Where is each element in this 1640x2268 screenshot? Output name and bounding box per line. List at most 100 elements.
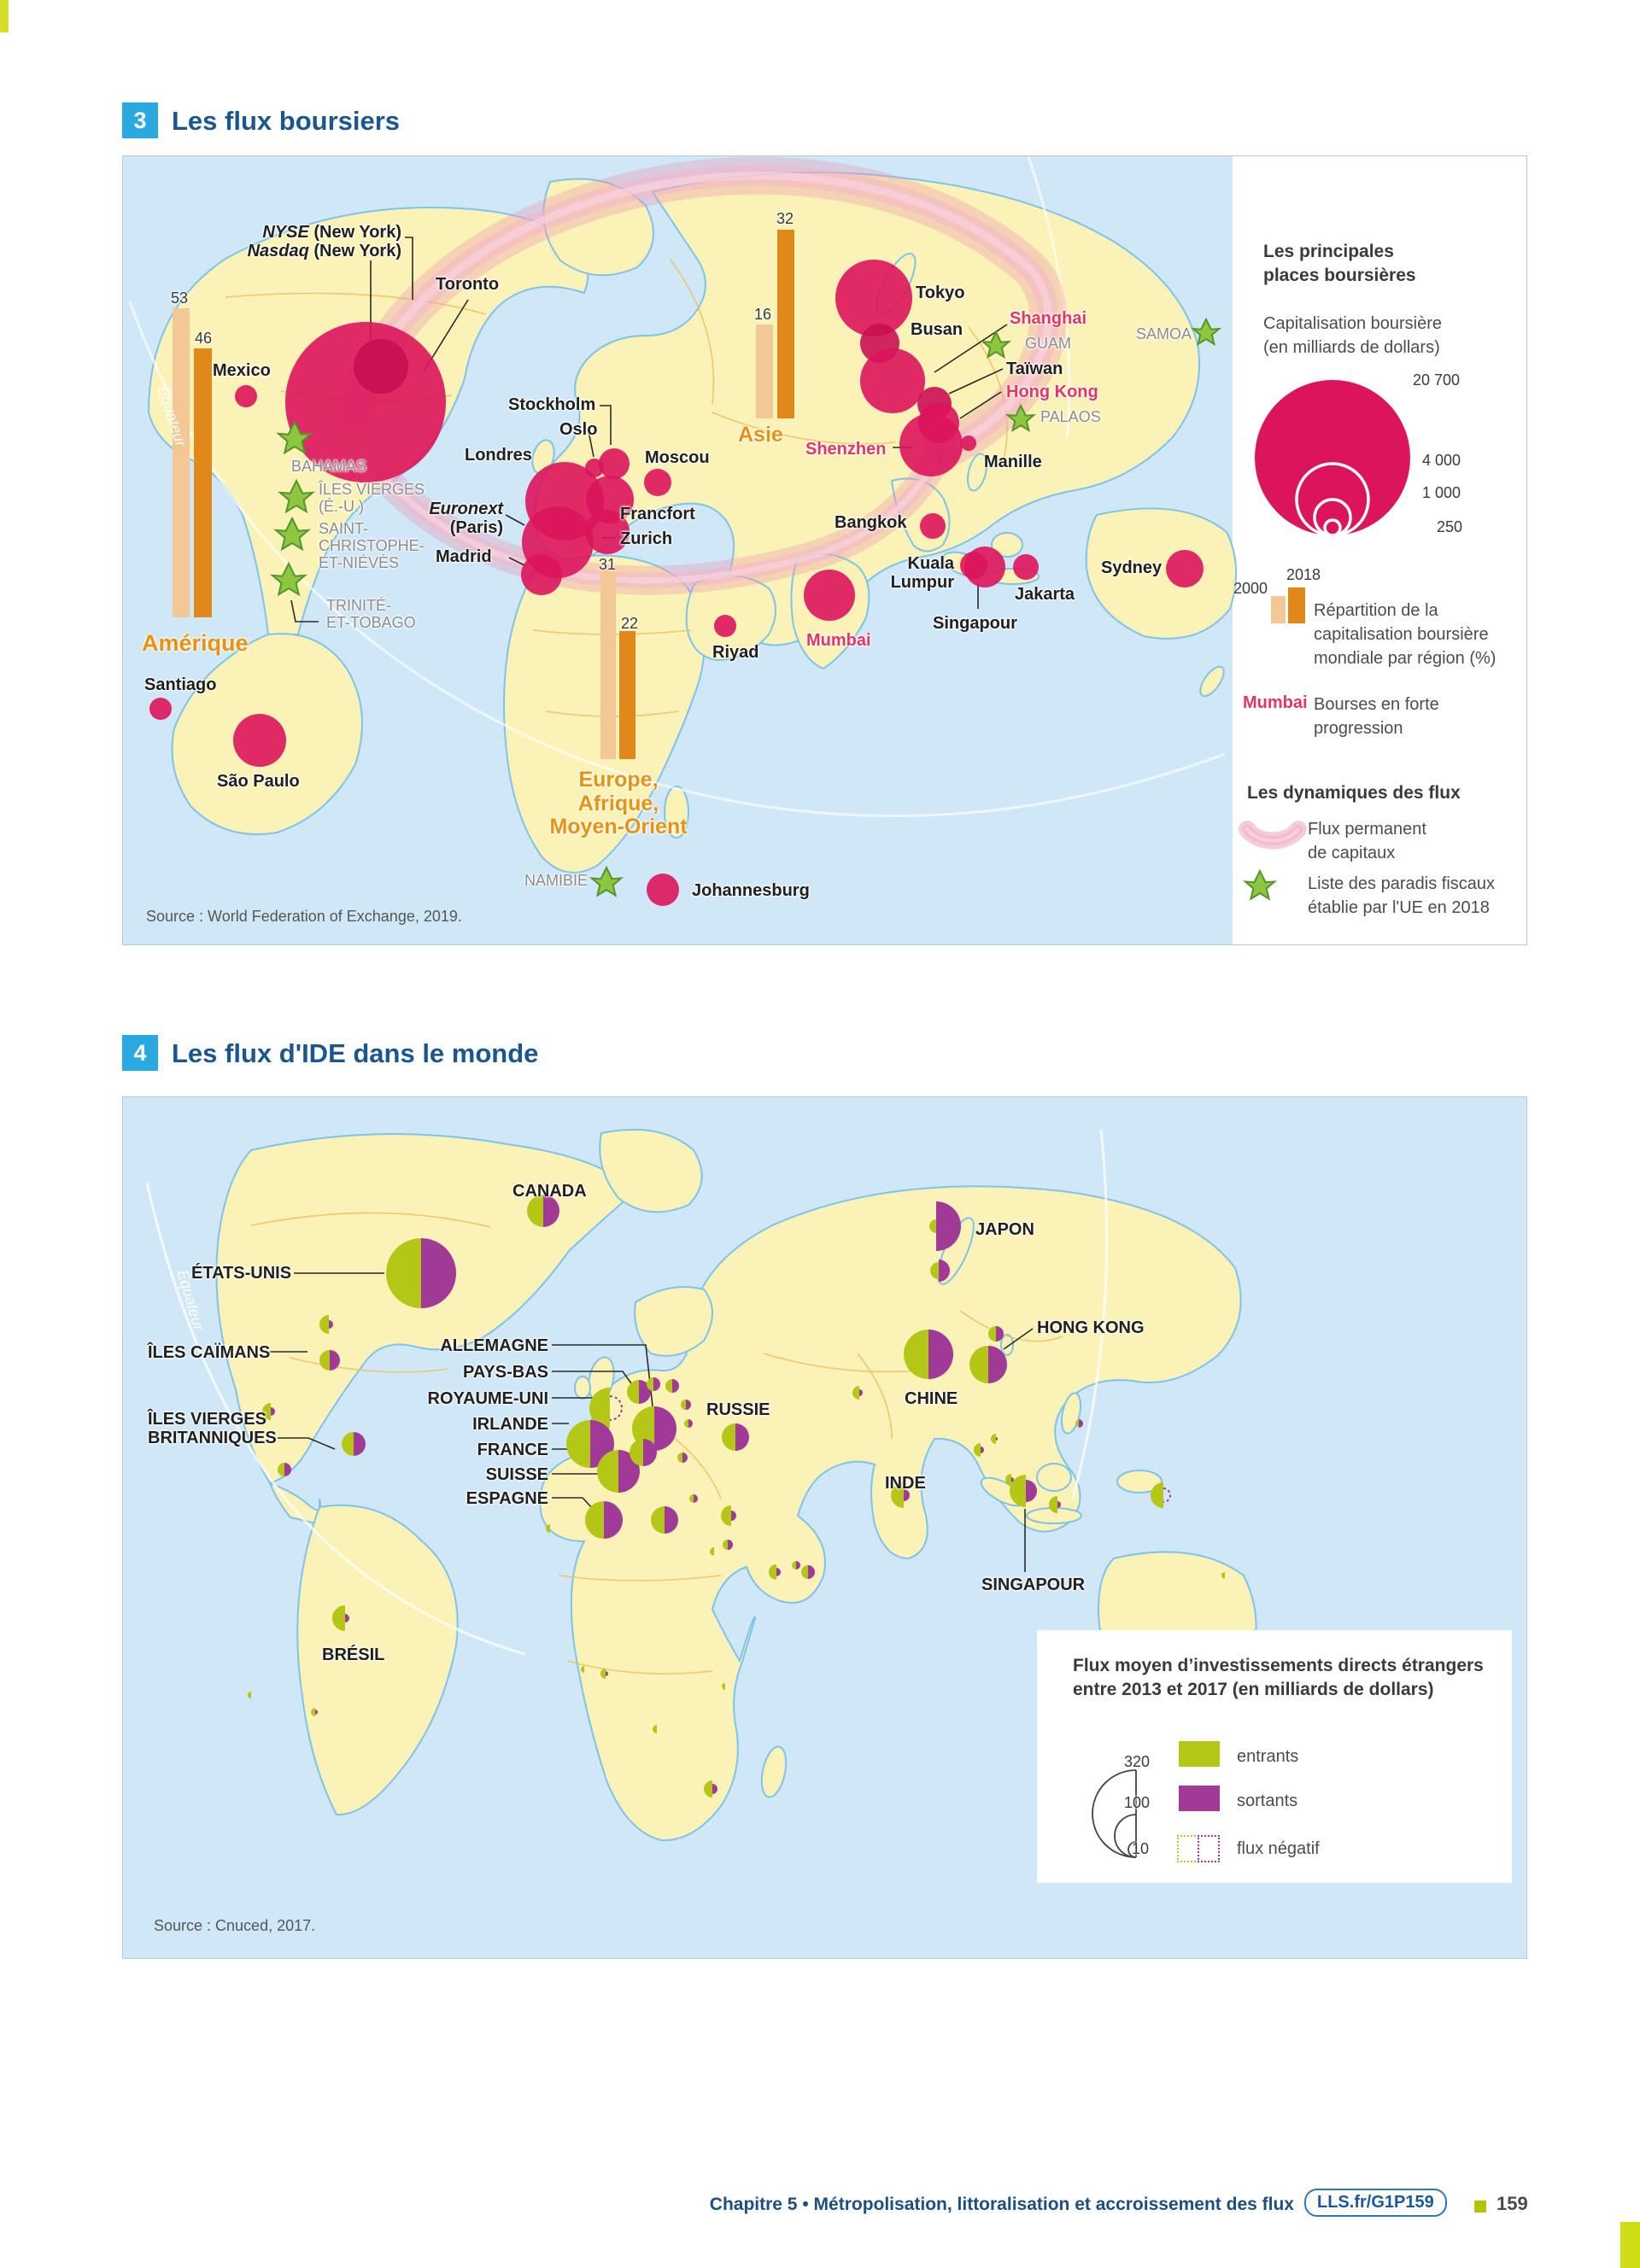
legend3-repartition: Répartition de la capitalisation boursièr… (1314, 601, 1496, 668)
pie-russie (722, 1423, 749, 1451)
pie-autriche (677, 1453, 688, 1463)
pie-emirats (801, 1565, 815, 1579)
pie-suede (665, 1379, 679, 1393)
country-label-iles-caimans: ÎLES CAÏMANS (148, 1343, 271, 1362)
pie-finlande (681, 1400, 691, 1410)
map-flux-ide: Équateur CANADA ÉTATS-UNIS ÎLES CAÏMANS … (122, 1096, 1527, 1959)
country-label-pays-bas: PAYS-BAS (462, 1363, 548, 1382)
city-label-zurich: Zurich (620, 529, 673, 548)
footer-chapter-line: Chapitre 5 • Métropolisation, littoralis… (342, 2195, 1294, 2215)
map4-graticule (145, 1129, 1109, 1656)
city-label-toronto: Toronto (436, 275, 500, 294)
exchange-sydney (1166, 550, 1204, 587)
exchange-bangkok (920, 513, 946, 539)
map4-country-borders (250, 1212, 1063, 1675)
city-label-hong-kong: Hong Kong (1006, 383, 1098, 401)
city-label-oslo: Oslo (559, 420, 598, 439)
land4-borneo (1036, 1463, 1072, 1492)
city-label-nyse: NYSE (New York) Nasdaq (New York) (247, 223, 401, 260)
bottom-right-accent-bar (1620, 2222, 1640, 2268)
exchange-circles (149, 260, 1204, 906)
legend4-title: Flux moyen d’investissements directs étr… (1073, 1656, 1484, 1700)
exchange-madrid (521, 554, 562, 595)
pie-australie (1151, 1482, 1171, 1508)
region-label-eam: Europe, Afrique, Moyen-Orient (549, 768, 688, 839)
exchange-manille (961, 435, 976, 451)
legend4-label-sortants: sortants (1237, 1792, 1298, 1810)
exchange-toronto (354, 339, 408, 394)
exchange-stockholm (599, 448, 630, 479)
legend3-year-2018: 2018 (1286, 566, 1321, 583)
city-label-londres: Londres (465, 446, 532, 465)
bar-eam-2018 (619, 631, 636, 759)
country-label-france: FRANCE (477, 1441, 548, 1459)
city-label-shenzhen: Shenzhen (805, 440, 887, 459)
legend3-star (1245, 871, 1274, 899)
bar-value-eam-2018: 22 (621, 615, 639, 632)
legend3-circles (1255, 380, 1410, 537)
legend3-paradis: Liste des paradis fiscaux établie par l'U… (1308, 874, 1496, 917)
city-label-moscou: Moscou (645, 448, 710, 467)
pie-espagne (585, 1501, 623, 1539)
footer-chapter: Chapitre 5 (709, 2195, 798, 2214)
legend4-negatif-sortant-half (1198, 1835, 1220, 1862)
exchange-tokyo (835, 260, 912, 336)
country-label-canada: CANADA (512, 1182, 587, 1201)
legend3-flux-permanent: Flux permanent de capitaux (1308, 820, 1426, 862)
doc3-title: Les flux boursiers (172, 106, 401, 136)
city-label-jakarta: Jakarta (1015, 585, 1075, 604)
city-label-johannesburg: Johannesburg (692, 881, 810, 900)
land4-taiwan (1000, 1334, 1014, 1356)
pie-royaume-uni (589, 1388, 623, 1429)
footer-page-number: 159 (1496, 2193, 1528, 2214)
exchange-singapour (964, 547, 1005, 587)
exchange-francfort (586, 476, 634, 523)
land-borneo (991, 532, 1023, 558)
bar-value-amerique-2000: 53 (171, 289, 189, 307)
pie-colombie (278, 1463, 291, 1476)
legend3-title: Les principales places boursières (1263, 242, 1416, 286)
land4-madagascar (760, 1745, 788, 1798)
bar-amerique-2000 (173, 308, 190, 617)
exchange-johannesburg (647, 874, 679, 906)
map3-canvas (128, 156, 1410, 944)
land4-eurafrasia (539, 1185, 1242, 1842)
pie-hong-kong (969, 1346, 1007, 1383)
country-label-allemagne: ALLEMAGNE (440, 1336, 548, 1355)
land-new-zealand (1199, 665, 1225, 698)
city-label-manille: Manille (984, 453, 1042, 471)
haven-label-guam: GUAM (1025, 335, 1071, 352)
city-label-kuala-lumpur: Kuala Lumpur (890, 554, 954, 592)
legend4-label-entrants: entrants (1237, 1747, 1299, 1766)
legend3-value-20700: 20 700 (1413, 371, 1461, 389)
exchange-moscou (644, 469, 671, 496)
legend4-label-negatif: flux négatif (1237, 1839, 1320, 1858)
haven-label-saint-christophe: SAINT- CHRISTOPHE- ET-NIÉVÈS (319, 520, 425, 571)
doc3-legend-panel (1233, 156, 1526, 944)
land-philippines (966, 453, 988, 492)
exchange-santiago (149, 698, 172, 720)
pie-pologne (684, 1419, 693, 1428)
top-left-accent-bar (0, 0, 9, 32)
legend3-value-250: 250 (1437, 518, 1463, 535)
doc4-legend-box: Flux moyen d’investissements directs étr… (1037, 1630, 1512, 1883)
doc4-source: Source : Cnuced, 2017. (154, 1917, 316, 1934)
legend4-swatch-entrants (1179, 1741, 1220, 1767)
legend3-cap-title: Capitalisation boursière (en milliards de… (1263, 314, 1443, 357)
city-label-francfort: Francfort (620, 505, 695, 523)
map3-graticule (128, 156, 1226, 817)
city-label-busan: Busan (911, 320, 964, 339)
legend3-value-4000: 4 000 (1422, 452, 1461, 469)
pie-chine (904, 1330, 953, 1379)
map4-landmasses (215, 1128, 1272, 1842)
region-bars (173, 230, 794, 759)
bar-value-asie-2000: 16 (754, 306, 772, 323)
country-label-espagne: ESPAGNE (466, 1489, 548, 1508)
city-label-mumbai: Mumbai (806, 631, 871, 650)
bar-asie-2018 (777, 230, 794, 418)
pie-qatar (792, 1561, 800, 1569)
land-madagascar (664, 786, 689, 839)
exchange-mexico (235, 385, 257, 407)
legend4-negatif-entrant-half (1177, 1835, 1199, 1862)
footer-lls-link[interactable]: LLS.fr/G1P159 (1304, 2189, 1447, 2217)
